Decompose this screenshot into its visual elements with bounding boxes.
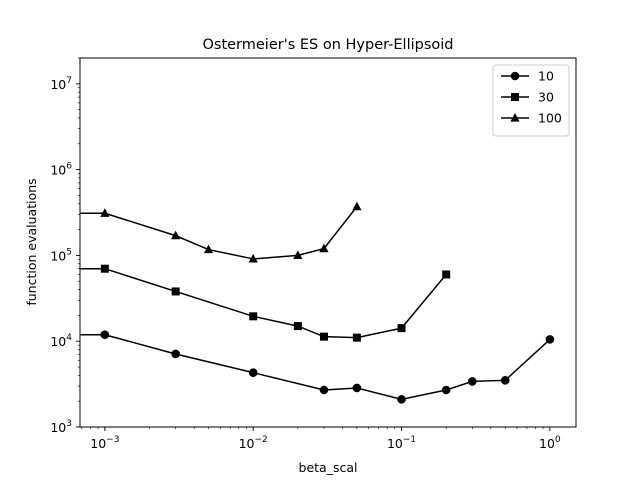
data-point-100-2 [203,244,214,254]
series-line-10 [104,334,551,401]
y-tick-label: 107 [50,76,72,92]
axes: 10−3 10−2 10−1 100 103 104 105 106 107 [50,57,577,451]
data-point-10-4 [352,383,362,393]
plot-area [80,201,555,404]
data-point-30-3 [293,322,302,331]
legend-label: 30 [538,90,554,105]
data-point-100-5 [319,243,329,253]
data-point-10-5 [397,395,406,404]
series-100 [100,201,362,263]
data-point-10-6 [441,385,451,395]
data-point-10-9 [545,335,555,344]
legend-marker-10 [510,71,520,81]
data-point-10-2 [248,368,258,377]
data-point-30-7 [442,270,451,279]
legend: 10 30 100 [492,64,570,137]
legend-label: 10 [538,69,554,84]
x-tick-label: 100 [539,435,561,451]
data-point-10-1 [171,349,180,359]
series-10 [100,330,555,404]
data-point-30-5 [352,333,361,342]
x-tick-label: 10−1 [387,435,416,451]
data-point-30-6 [397,324,406,333]
data-point-100-3 [248,253,258,263]
x-tick-label: 10−2 [239,435,268,451]
data-point-100-0 [100,208,110,217]
data-point-30-2 [249,312,258,321]
y-tick-label: 106 [50,162,72,178]
legend-label: 100 [538,111,562,126]
y-tick-label: 103 [50,419,72,435]
data-point-10-8 [500,376,510,385]
y-tick-label: 104 [50,333,72,349]
y-axis-label: function evaluations [24,178,39,305]
data-point-100-1 [171,230,181,240]
legend-marker-30 [511,93,519,101]
data-point-100-6 [352,201,362,211]
x-axis-label: beta_scal [299,460,358,475]
chart-title: Ostermeier's ES on Hyper-Ellipsoid [202,37,453,53]
legend-marker-100 [510,113,520,122]
x-tick-label: 10−3 [90,435,119,451]
data-point-30-4 [319,332,328,341]
data-point-100-4 [293,250,303,260]
data-point-10-3 [319,385,329,395]
data-point-10-7 [468,377,477,386]
series-line-30 [104,267,447,339]
y-tick-label: 105 [50,247,72,263]
data-point-30-1 [171,287,180,296]
axes-frame [79,57,577,428]
